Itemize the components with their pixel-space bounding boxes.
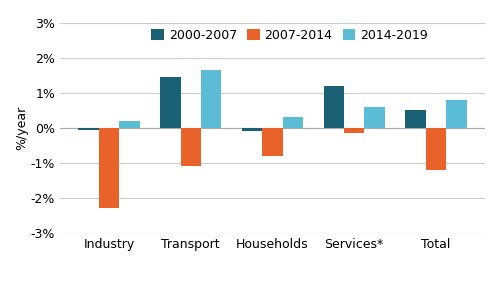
Y-axis label: %/year: %/year [15, 106, 28, 150]
Bar [446, 100, 466, 128]
Bar [242, 128, 262, 131]
Bar [180, 128, 201, 166]
Bar [364, 107, 385, 128]
Bar [120, 121, 140, 128]
Bar [426, 128, 446, 170]
Bar [324, 86, 344, 128]
Bar [201, 70, 222, 128]
Bar [282, 117, 303, 128]
Bar [99, 128, 119, 208]
Bar [406, 110, 425, 128]
Bar [78, 128, 99, 130]
Bar [262, 128, 282, 156]
Legend: 2000-2007, 2007-2014, 2014-2019: 2000-2007, 2007-2014, 2014-2019 [151, 29, 428, 42]
Bar [344, 128, 364, 133]
Bar [160, 77, 180, 128]
